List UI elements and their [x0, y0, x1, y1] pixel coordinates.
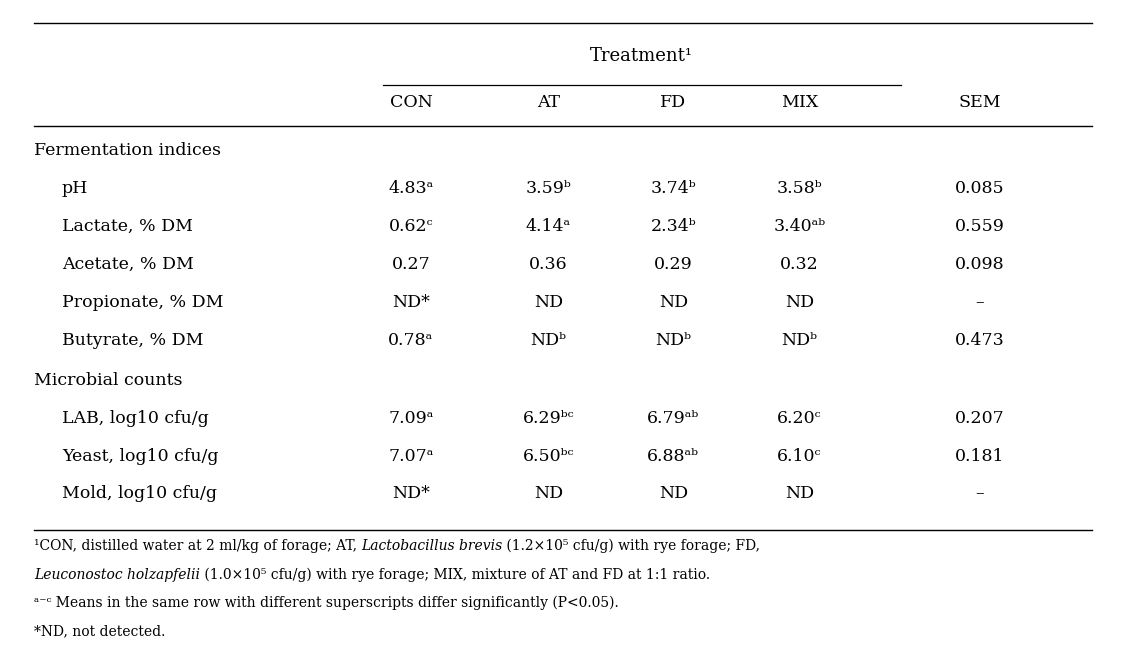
- Text: 3.59ᵇ: 3.59ᵇ: [526, 180, 571, 197]
- Text: 6.79ᵃᵇ: 6.79ᵃᵇ: [647, 410, 699, 427]
- Text: *ND, not detected.: *ND, not detected.: [34, 624, 166, 639]
- Text: 4.14ᵃ: 4.14ᵃ: [526, 218, 571, 235]
- Text: Fermentation indices: Fermentation indices: [34, 142, 221, 160]
- Text: SEM: SEM: [958, 94, 1001, 111]
- Text: 3.74ᵇ: 3.74ᵇ: [651, 180, 696, 197]
- Text: 0.207: 0.207: [955, 410, 1004, 427]
- Text: –: –: [975, 485, 984, 502]
- Text: Lactate, % DM: Lactate, % DM: [62, 218, 193, 235]
- Text: 0.78ᵃ: 0.78ᵃ: [388, 332, 434, 349]
- Text: ND: ND: [659, 485, 688, 502]
- Text: NDᵇ: NDᵇ: [781, 332, 817, 349]
- Text: Treatment¹: Treatment¹: [590, 47, 694, 66]
- Text: ᵃ⁻ᶜ Means in the same row with different superscripts differ significantly (P<0.: ᵃ⁻ᶜ Means in the same row with different…: [34, 596, 618, 610]
- Text: ND*: ND*: [392, 485, 430, 502]
- Text: LAB, log10 cfu/g: LAB, log10 cfu/g: [62, 410, 208, 427]
- Text: pH: pH: [62, 180, 88, 197]
- Text: (1.0×10⁵ cfu/g) with rye forage; MIX, mixture of AT and FD at 1:1 ratio.: (1.0×10⁵ cfu/g) with rye forage; MIX, mi…: [199, 567, 709, 582]
- Text: (1.2×10⁵ cfu/g) with rye forage; FD,: (1.2×10⁵ cfu/g) with rye forage; FD,: [502, 539, 760, 553]
- Text: 3.58ᵇ: 3.58ᵇ: [777, 180, 822, 197]
- Text: NDᵇ: NDᵇ: [530, 332, 566, 349]
- Text: ND: ND: [534, 294, 563, 311]
- Text: 2.34ᵇ: 2.34ᵇ: [651, 218, 696, 235]
- Text: 7.09ᵃ: 7.09ᵃ: [388, 410, 434, 427]
- Text: CON: CON: [390, 94, 432, 111]
- Text: NDᵇ: NDᵇ: [655, 332, 691, 349]
- Text: ND*: ND*: [392, 294, 430, 311]
- Text: Lactobacillus brevis: Lactobacillus brevis: [361, 539, 502, 553]
- Text: 7.07ᵃ: 7.07ᵃ: [388, 448, 434, 465]
- Text: ND: ND: [785, 294, 814, 311]
- Text: 0.29: 0.29: [654, 256, 692, 273]
- Text: ND: ND: [659, 294, 688, 311]
- Text: ND: ND: [785, 485, 814, 502]
- Text: 6.88ᵃᵇ: 6.88ᵃᵇ: [647, 448, 699, 465]
- Text: ND: ND: [534, 485, 563, 502]
- Text: 0.085: 0.085: [955, 180, 1004, 197]
- Text: 0.181: 0.181: [955, 448, 1004, 465]
- Text: Yeast, log10 cfu/g: Yeast, log10 cfu/g: [62, 448, 218, 465]
- Text: 3.40ᵃᵇ: 3.40ᵃᵇ: [774, 218, 825, 235]
- Text: 0.36: 0.36: [529, 256, 568, 273]
- Text: 0.098: 0.098: [955, 256, 1004, 273]
- Text: 4.83ᵃ: 4.83ᵃ: [388, 180, 434, 197]
- Text: FD: FD: [660, 94, 687, 111]
- Text: AT: AT: [537, 94, 560, 111]
- Text: Leuconostoc holzapfelii: Leuconostoc holzapfelii: [34, 567, 199, 582]
- Text: Microbial counts: Microbial counts: [34, 372, 182, 389]
- Text: 6.20ᶜ: 6.20ᶜ: [777, 410, 822, 427]
- Text: Butyrate, % DM: Butyrate, % DM: [62, 332, 204, 349]
- Text: –: –: [975, 294, 984, 311]
- Text: Mold, log10 cfu/g: Mold, log10 cfu/g: [62, 485, 217, 502]
- Text: 0.27: 0.27: [392, 256, 430, 273]
- Text: Propionate, % DM: Propionate, % DM: [62, 294, 223, 311]
- Text: 0.559: 0.559: [955, 218, 1004, 235]
- Text: 0.473: 0.473: [955, 332, 1004, 349]
- Text: ¹CON, distilled water at 2 ml/kg of forage; AT,: ¹CON, distilled water at 2 ml/kg of fora…: [34, 539, 361, 553]
- Text: 0.32: 0.32: [780, 256, 819, 273]
- Text: Acetate, % DM: Acetate, % DM: [62, 256, 194, 273]
- Text: 6.50ᵇᶜ: 6.50ᵇᶜ: [522, 448, 574, 465]
- Text: MIX: MIX: [780, 94, 819, 111]
- Text: 6.10ᶜ: 6.10ᶜ: [777, 448, 822, 465]
- Text: 0.62ᶜ: 0.62ᶜ: [388, 218, 434, 235]
- Text: 6.29ᵇᶜ: 6.29ᵇᶜ: [522, 410, 574, 427]
